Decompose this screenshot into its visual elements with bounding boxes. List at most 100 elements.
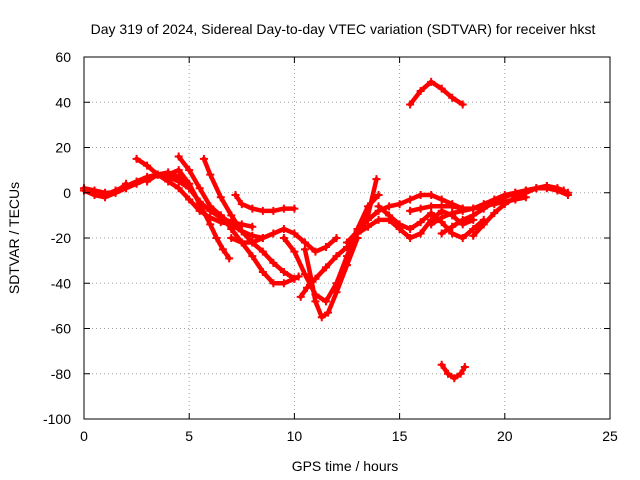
data-point [153, 170, 162, 179]
data-point [227, 224, 236, 233]
series-line [134, 156, 234, 227]
data-point [479, 204, 488, 213]
y-axis-label: SDTVAR / TECUs [6, 182, 22, 294]
data-point [290, 274, 299, 283]
series-arc9 [231, 191, 299, 215]
series-line [201, 156, 297, 281]
x-tick-label: 15 [392, 428, 408, 444]
data-point [343, 238, 351, 247]
data-point [448, 202, 457, 211]
data-point [132, 177, 141, 186]
data-point [458, 215, 467, 224]
series-line [470, 183, 571, 238]
x-tick-label: 20 [497, 428, 513, 444]
y-tick-label: 0 [63, 185, 71, 201]
data-point [469, 204, 478, 213]
series-arc22 [437, 360, 469, 383]
data-point [500, 193, 509, 202]
data-point [437, 229, 446, 238]
data-point [185, 195, 194, 204]
data-point [206, 170, 215, 179]
data-traces [80, 77, 572, 383]
data-point [416, 191, 425, 200]
y-tick-labels: -100 -80 -60 -40 -20 0 20 40 60 [43, 49, 71, 427]
data-point [317, 313, 326, 322]
data-point [269, 206, 278, 215]
data-point [563, 188, 572, 197]
data-point [164, 177, 173, 186]
data-point [437, 202, 446, 211]
data-point [300, 238, 309, 247]
data-point [448, 93, 457, 102]
data-point [500, 200, 509, 209]
data-point [111, 186, 120, 195]
data-point [374, 215, 383, 224]
chart-title: Day 319 of 2024, Sidereal Day-to-day VTE… [91, 21, 596, 37]
data-point [332, 288, 341, 297]
data-point [458, 100, 467, 109]
data-point [460, 362, 469, 371]
data-point [290, 247, 299, 256]
y-tick-label: -40 [51, 275, 71, 291]
data-point [227, 234, 236, 242]
data-point [185, 166, 194, 175]
data-point [427, 191, 436, 200]
series-arc14 [300, 234, 362, 322]
data-point [427, 209, 436, 218]
data-point [248, 252, 257, 261]
data-point [437, 360, 446, 369]
data-point [448, 229, 457, 238]
data-point [427, 77, 436, 86]
data-point [395, 200, 404, 209]
data-point [218, 245, 227, 254]
data-point [364, 222, 373, 231]
data-point [448, 209, 457, 218]
data-point [372, 175, 381, 184]
data-point [258, 247, 267, 256]
data-point [521, 188, 530, 197]
y-tick-label: -20 [51, 230, 71, 246]
data-point [174, 152, 183, 161]
data-point [511, 193, 520, 202]
x-tick-label: 25 [602, 428, 618, 444]
data-point [269, 258, 278, 267]
data-point [406, 206, 415, 215]
data-point [248, 222, 257, 231]
data-point [294, 272, 303, 281]
series-arc18 [406, 77, 467, 109]
data-point [279, 204, 288, 213]
data-point [279, 224, 288, 233]
data-point [227, 211, 236, 220]
data-point [332, 252, 341, 261]
data-point [321, 297, 330, 306]
data-point [237, 227, 246, 236]
data-point [469, 224, 478, 233]
x-axis-label: GPS time / hours [292, 458, 399, 474]
data-point [311, 297, 320, 306]
data-point [101, 191, 110, 200]
data-point [237, 238, 246, 247]
data-point [490, 209, 499, 218]
data-point [437, 84, 446, 93]
data-point [406, 224, 415, 233]
data-point [385, 211, 394, 220]
data-point [490, 197, 499, 206]
data-point [122, 181, 131, 190]
data-point [143, 161, 152, 170]
data-point [450, 374, 459, 383]
data-point [416, 218, 425, 227]
data-point [437, 195, 446, 204]
y-tick-label: -100 [43, 411, 71, 427]
data-point [290, 229, 299, 238]
data-point [321, 243, 330, 252]
data-point [469, 231, 478, 240]
data-point [416, 204, 425, 213]
data-point [248, 204, 257, 213]
data-point [279, 267, 288, 276]
y-tick-label: 20 [55, 140, 71, 156]
data-point [296, 292, 305, 301]
data-point [395, 220, 404, 229]
y-tick-label: 40 [55, 94, 71, 110]
data-point [90, 186, 99, 195]
